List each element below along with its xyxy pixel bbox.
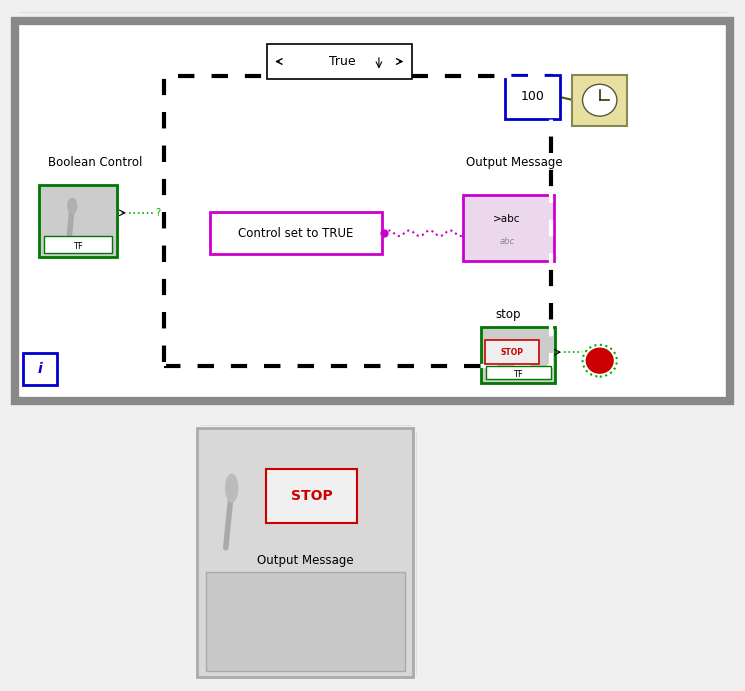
Text: STOP: STOP bbox=[291, 489, 333, 502]
Text: Control set to TRUE: Control set to TRUE bbox=[238, 227, 354, 240]
Text: Output Message: Output Message bbox=[466, 156, 562, 169]
FancyBboxPatch shape bbox=[505, 75, 560, 119]
Text: True: True bbox=[329, 55, 355, 68]
Circle shape bbox=[583, 84, 617, 116]
FancyBboxPatch shape bbox=[23, 353, 57, 385]
Bar bbox=[164, 76, 551, 366]
Bar bbox=[164, 76, 551, 366]
FancyBboxPatch shape bbox=[210, 212, 382, 254]
FancyBboxPatch shape bbox=[267, 468, 358, 522]
FancyBboxPatch shape bbox=[485, 340, 539, 364]
Circle shape bbox=[586, 348, 613, 373]
Text: TF: TF bbox=[513, 370, 523, 379]
Text: abc: abc bbox=[499, 237, 514, 246]
FancyBboxPatch shape bbox=[44, 236, 112, 253]
FancyBboxPatch shape bbox=[267, 44, 411, 79]
Text: 100: 100 bbox=[521, 91, 545, 103]
Ellipse shape bbox=[68, 198, 77, 214]
Text: i: i bbox=[38, 362, 42, 376]
Text: >abc: >abc bbox=[493, 214, 521, 224]
Ellipse shape bbox=[226, 474, 238, 502]
Text: stop: stop bbox=[495, 308, 521, 321]
Text: ?: ? bbox=[156, 208, 160, 218]
Bar bbox=[197, 428, 413, 677]
FancyBboxPatch shape bbox=[39, 185, 117, 257]
FancyBboxPatch shape bbox=[572, 75, 627, 126]
FancyBboxPatch shape bbox=[463, 195, 554, 261]
Text: STOP: STOP bbox=[501, 348, 524, 357]
Text: TF: TF bbox=[73, 242, 83, 252]
Text: Output Message: Output Message bbox=[257, 553, 354, 567]
FancyBboxPatch shape bbox=[486, 366, 551, 379]
FancyBboxPatch shape bbox=[481, 327, 555, 383]
Text: Boolean Control: Boolean Control bbox=[48, 156, 143, 169]
FancyBboxPatch shape bbox=[206, 572, 405, 671]
Bar bbox=[15, 21, 730, 401]
